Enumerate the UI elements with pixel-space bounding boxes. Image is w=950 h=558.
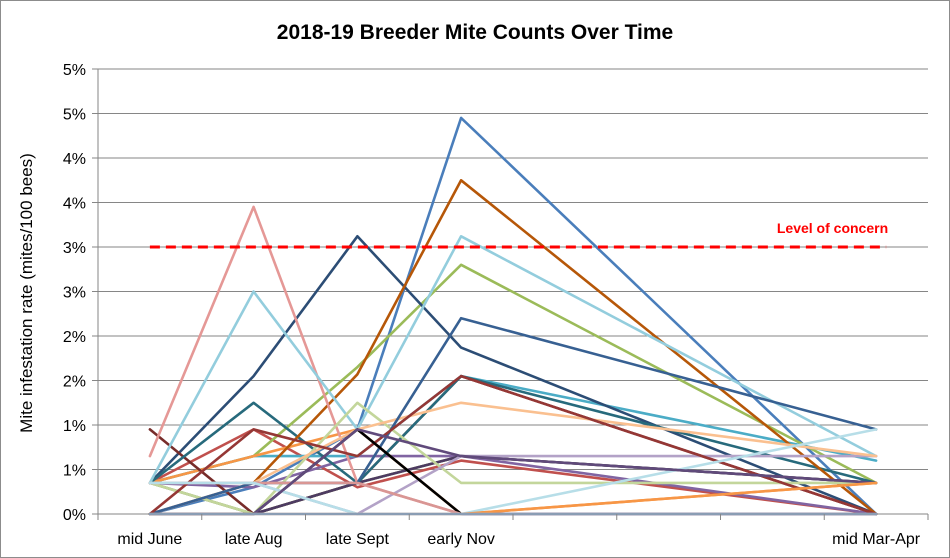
y-tick-label: 2% — [63, 374, 86, 391]
series-line — [148, 428, 878, 516]
series-line — [148, 235, 878, 485]
y-tick-label: 5% — [63, 62, 86, 79]
y-tick-label: 4% — [63, 151, 86, 168]
y-tick-label: 1% — [63, 463, 86, 480]
y-tick-label: 2% — [63, 329, 86, 346]
threshold: Level of concern — [149, 220, 888, 249]
y-tick-label: 0% — [63, 507, 86, 524]
y-tick-label: 4% — [63, 196, 86, 213]
x-tick-label: late Aug — [225, 531, 283, 548]
y-tick-label: 3% — [63, 240, 86, 257]
y-axis-label: Mite infestation rate (mites/100 bees) — [17, 153, 36, 433]
series-line — [148, 235, 878, 516]
level-of-concern-label: Level of concern — [777, 220, 888, 236]
chart-title: 2018-19 Breeder Mite Counts Over Time — [277, 21, 673, 44]
x-tick-label: late Sept — [326, 531, 390, 548]
x-tick-label: early Nov — [427, 531, 495, 548]
series-line — [148, 401, 878, 516]
series-line — [148, 374, 878, 516]
y-tick-label: 3% — [63, 285, 86, 302]
series-lines — [148, 116, 878, 516]
x-tick-label: mid Mar-Apr — [832, 531, 921, 548]
y-tick-label: 1% — [63, 418, 86, 435]
x-tick-label: mid June — [117, 531, 182, 548]
series-line — [148, 374, 878, 516]
axes: 0% 1% 1% 2% 2% 3% 3% 4% 4% 5% 5% mid June late Aug la… — [63, 62, 929, 548]
y-tick-label: 5% — [63, 107, 86, 124]
